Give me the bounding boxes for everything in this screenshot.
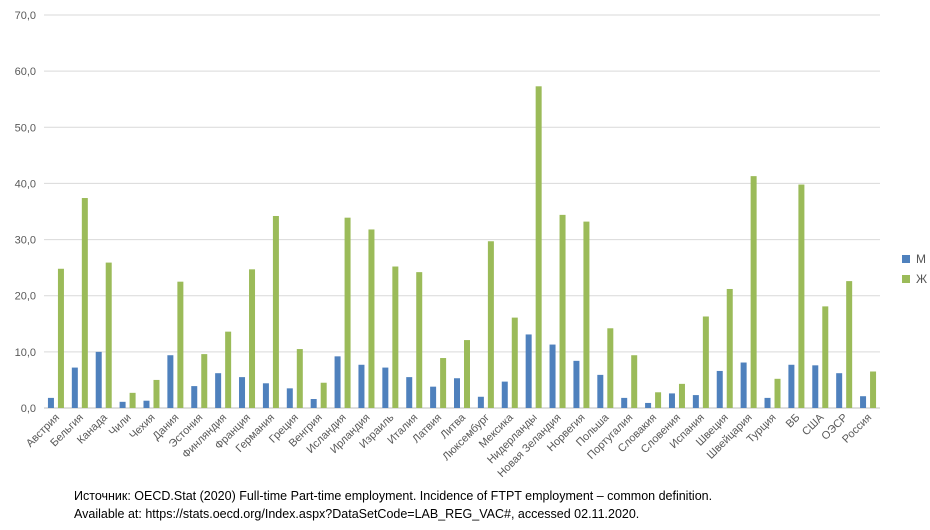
bar-m-23	[597, 374, 604, 408]
bar-m-1	[71, 367, 78, 408]
bar-m-33	[836, 373, 843, 408]
bar-m-9	[262, 383, 269, 408]
bar-m-24	[621, 397, 628, 408]
bar-m-14	[382, 367, 389, 408]
bar-chart: 0,0 10,0 20,0 30,0 40,0 50,0 60,0 70,0 АвстрияБ…	[15, 10, 880, 480]
legend-item-zh: Ж	[902, 272, 927, 286]
bar-zh-26	[678, 383, 685, 408]
bar-m-16	[430, 386, 437, 408]
bar-zh-16	[440, 358, 447, 408]
bar-m-3	[119, 401, 126, 408]
x-tick-label: ВБ	[784, 412, 803, 431]
bar-zh-23	[607, 328, 614, 408]
y-tick-label: 40,0	[15, 178, 36, 190]
bar-m-11	[310, 399, 317, 408]
y-tick-label: 70,0	[15, 10, 36, 22]
bar-zh-34	[870, 371, 877, 408]
y-tick-label: 10,0	[15, 347, 36, 359]
bar-m-7	[215, 373, 222, 408]
bar-zh-13	[368, 229, 375, 408]
bar-zh-32	[822, 306, 829, 408]
bar-m-19	[501, 381, 508, 408]
bar-m-10	[286, 388, 293, 408]
bar-m-20	[525, 334, 532, 408]
bar-zh-25	[655, 392, 662, 408]
legend-item-m: М	[902, 252, 927, 266]
y-tick-label: 0,0	[21, 403, 36, 415]
bar-m-2	[95, 351, 102, 408]
bar-m-27	[692, 395, 699, 408]
bar-zh-12	[344, 217, 351, 408]
bar-zh-3	[129, 392, 136, 408]
bar-m-30	[764, 397, 771, 408]
bar-m-6	[191, 386, 198, 408]
bar-zh-1	[81, 198, 88, 408]
bar-zh-0	[57, 268, 64, 408]
bar-zh-18	[487, 241, 494, 408]
y-tick-label: 60,0	[15, 66, 36, 78]
bar-zh-30	[774, 378, 781, 408]
bar-zh-27	[702, 316, 709, 408]
bar-m-34	[860, 396, 867, 408]
source-line-2: Available at: https://stats.oecd.org/Ind…	[74, 507, 640, 521]
bar-m-4	[143, 400, 150, 408]
y-axis-ticks: 0,0 10,0 20,0 30,0 40,0 50,0 60,0 70,0	[15, 10, 36, 415]
bar-zh-4	[153, 379, 160, 408]
bar-m-28	[716, 370, 723, 408]
source-line-1: Источник: OECD.Stat (2020) Full-time Par…	[74, 489, 713, 503]
bar-zh-15	[416, 272, 423, 408]
bar-m-5	[167, 355, 174, 408]
y-tick-label: 50,0	[15, 122, 36, 134]
legend-swatch-m	[902, 255, 910, 263]
bar-m-17	[454, 378, 460, 408]
bar-m-22	[573, 360, 580, 408]
bar-zh-7	[225, 331, 232, 408]
legend-swatch-zh	[902, 275, 910, 283]
bar-zh-9	[272, 215, 279, 408]
bar-zh-28	[726, 288, 733, 408]
bar-m-29	[740, 362, 747, 408]
x-axis-category-labels: АвстрияБельгияКанадаЧилиЧехияДанияЭстони…	[24, 411, 874, 480]
bar-zh-21	[559, 214, 566, 408]
bar-zh-19	[511, 317, 518, 408]
bar-zh-33	[846, 281, 853, 408]
bar-m-13	[358, 364, 365, 408]
legend-label-m: М	[916, 252, 926, 266]
bar-zh-22	[583, 221, 590, 408]
bar-zh-17	[464, 340, 470, 408]
bar-m-21	[549, 344, 556, 408]
bar-m-8	[239, 377, 246, 408]
bar-zh-11	[320, 382, 327, 408]
bars	[47, 86, 877, 409]
y-tick-label: 30,0	[15, 235, 36, 247]
bar-zh-10	[296, 349, 303, 408]
bar-zh-29	[750, 176, 757, 408]
bar-zh-2	[105, 262, 112, 408]
bar-zh-8	[249, 269, 256, 408]
bar-zh-31	[798, 184, 805, 408]
bar-zh-14	[392, 266, 399, 408]
y-tick-label: 20,0	[15, 291, 36, 303]
bar-zh-24	[631, 355, 638, 408]
bar-zh-6	[201, 354, 208, 408]
bar-m-25	[645, 402, 652, 408]
bar-m-18	[477, 396, 484, 408]
legend: М Ж	[902, 252, 927, 292]
bar-m-26	[668, 393, 675, 408]
bar-m-32	[812, 365, 819, 408]
bar-zh-20	[535, 86, 542, 409]
bar-zh-5	[177, 281, 184, 408]
bar-m-31	[788, 364, 795, 408]
source-note: Источник: OECD.Stat (2020) Full-time Par…	[74, 487, 712, 523]
legend-label-zh: Ж	[916, 272, 928, 286]
bar-m-12	[334, 356, 341, 408]
bar-m-0	[47, 397, 54, 408]
bar-m-15	[406, 377, 413, 408]
